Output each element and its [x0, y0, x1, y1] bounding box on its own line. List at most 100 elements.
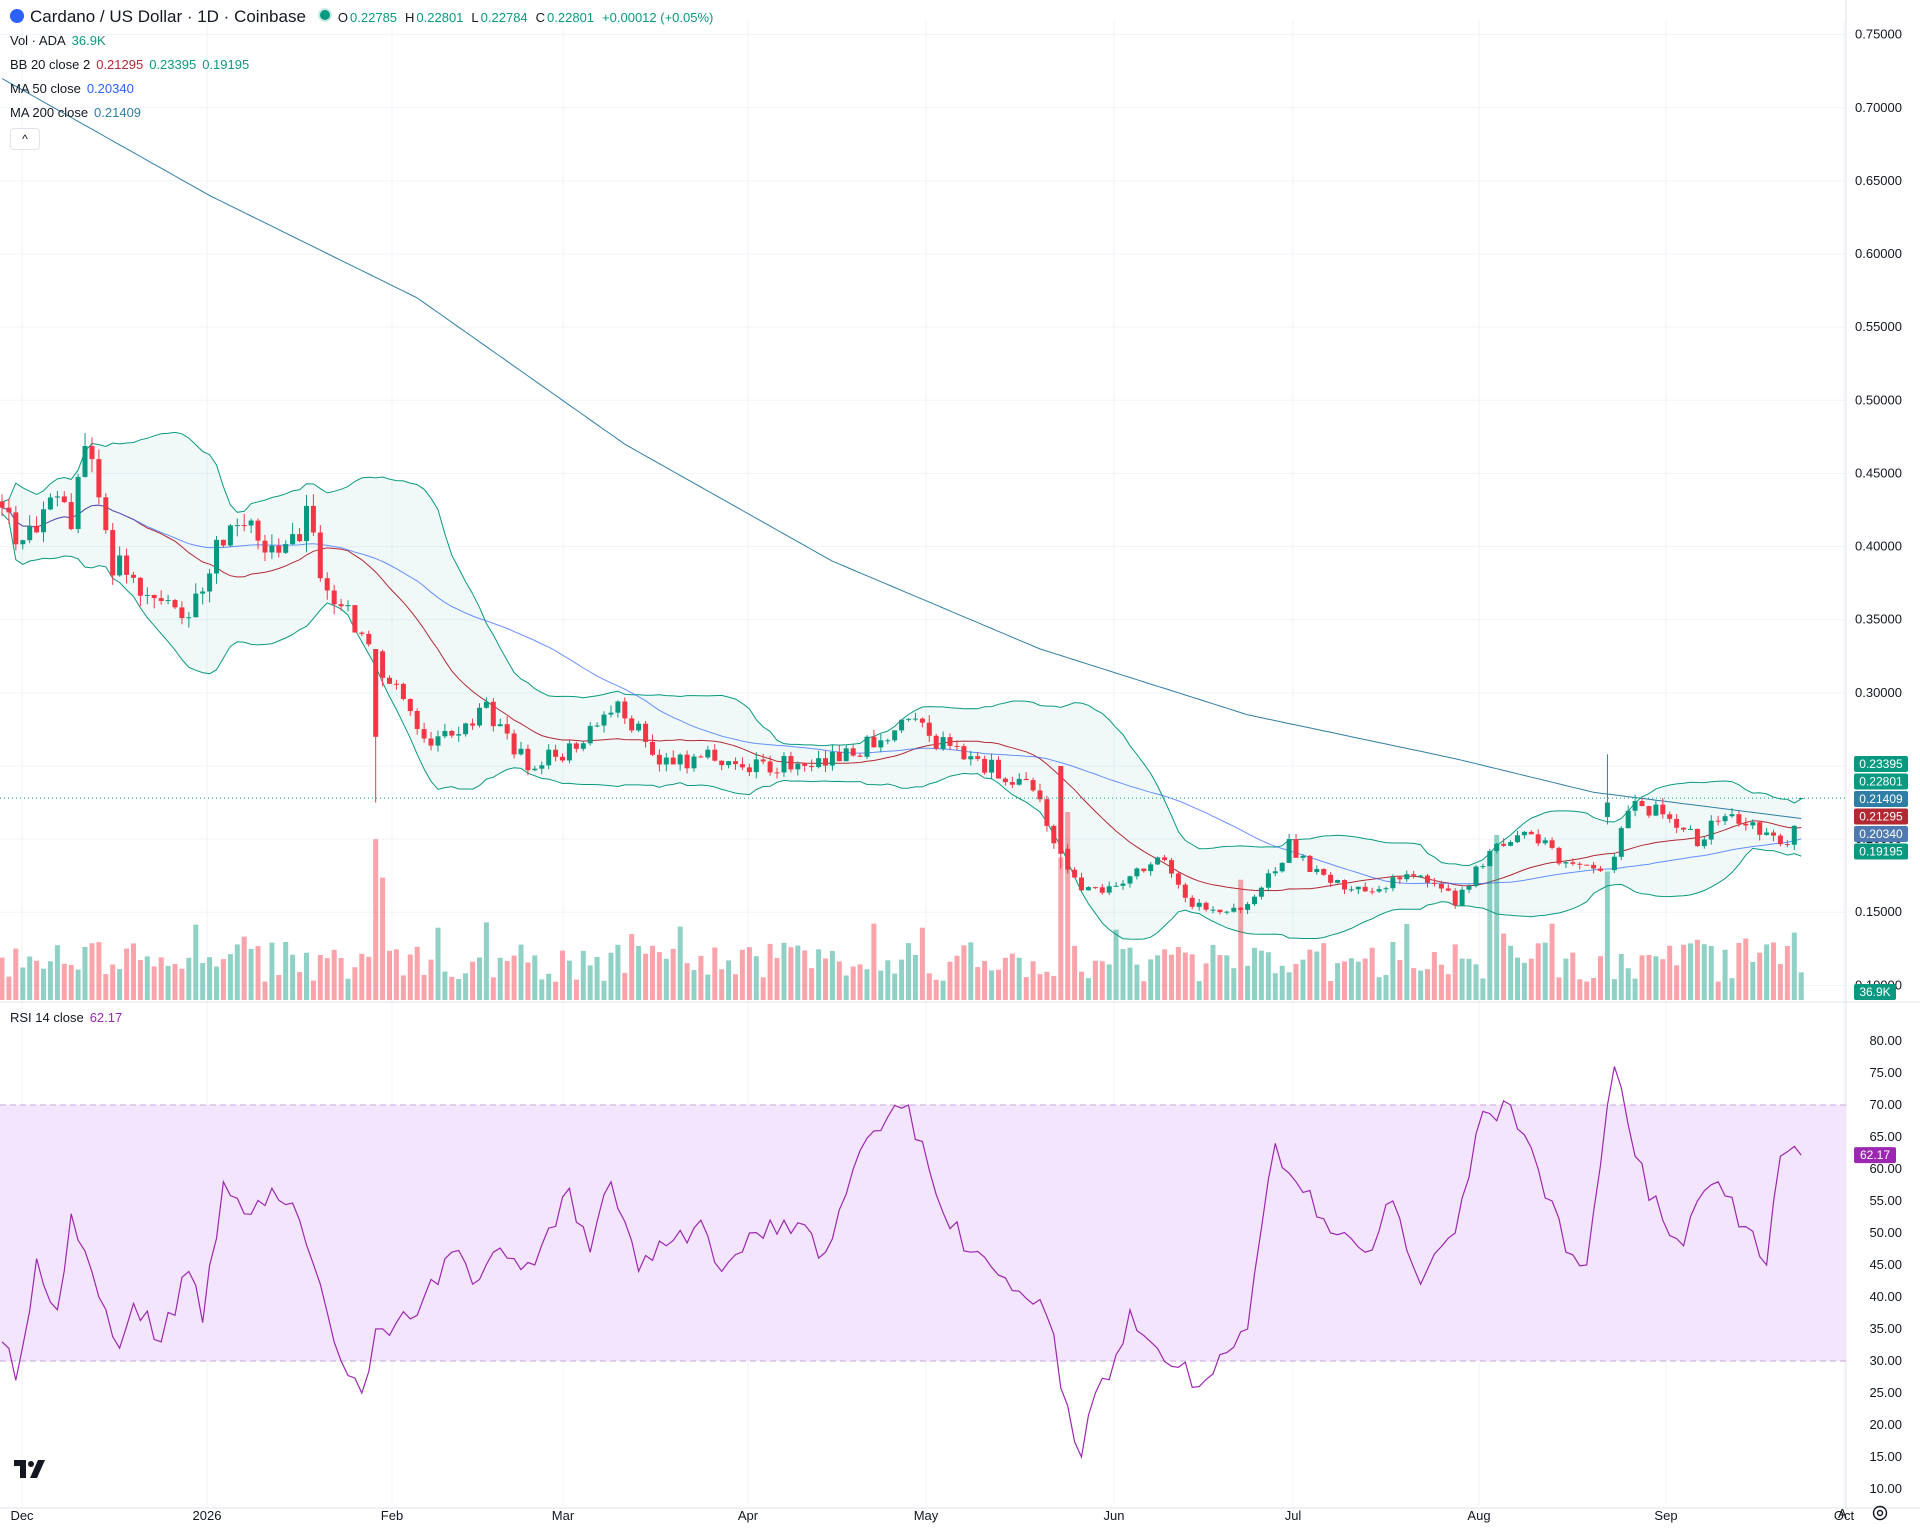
volume-bar — [553, 981, 559, 1000]
volume-bar — [878, 970, 884, 1000]
candle-body — [1771, 832, 1776, 836]
candle-body — [1065, 848, 1071, 870]
candle-body — [802, 763, 808, 766]
candle-body — [698, 756, 704, 758]
volume-bar — [1480, 978, 1486, 1000]
volume-bar — [1584, 981, 1590, 1000]
volume-bar — [6, 976, 12, 1000]
rsi-line — [1, 1066, 1802, 1460]
rsi-legend[interactable]: RSI 14 close 62.17 — [10, 1010, 128, 1026]
auto-scale-button[interactable]: A — [1838, 1506, 1847, 1521]
volume-bar — [539, 979, 545, 1000]
rsi-tick-label: 70.00 — [1869, 1097, 1902, 1112]
candle-body — [463, 723, 469, 735]
rsi-tick-label: 40.00 — [1869, 1289, 1902, 1304]
candle-body — [947, 737, 953, 746]
volume-bar — [940, 980, 946, 1000]
candle-body — [1328, 874, 1334, 883]
volume-bar — [850, 966, 856, 1000]
market-status-icon[interactable] — [317, 8, 332, 22]
candle-body — [1556, 847, 1562, 864]
candle-body — [89, 446, 95, 460]
time-tick-label: May — [914, 1508, 939, 1523]
volume-bar — [1362, 958, 1368, 1000]
volume-bar — [393, 949, 399, 1000]
gear-icon[interactable] — [1870, 1503, 1890, 1523]
candle-body — [283, 544, 289, 553]
candle-body — [1729, 814, 1735, 817]
ma50-price-label — [1854, 826, 1908, 842]
volume-bar — [1508, 945, 1514, 1000]
candle-body — [580, 743, 586, 749]
candle-body — [767, 761, 773, 773]
candle-body — [172, 600, 178, 608]
volume-bar — [982, 960, 988, 1000]
volume-bar — [477, 957, 482, 1000]
volume-bar — [989, 970, 995, 1000]
volume-bar — [75, 969, 81, 1000]
candle-body — [179, 607, 185, 619]
volume-bar — [1639, 955, 1645, 1000]
volume-bar — [400, 975, 406, 1000]
candle-body — [899, 719, 905, 731]
candle-body — [1252, 896, 1257, 905]
candle-body — [1667, 814, 1673, 819]
volume-bar — [241, 936, 247, 1000]
price-tick-label: 0.45000 — [1855, 465, 1902, 480]
candle-body — [1743, 823, 1749, 826]
candle-body — [331, 590, 337, 605]
candle-body — [871, 736, 877, 748]
volume-bar — [1348, 958, 1354, 1000]
price-tick-label: 0.35000 — [1855, 612, 1902, 627]
volume-bar — [1058, 857, 1064, 1000]
candle-body — [310, 505, 316, 533]
candle-body — [546, 749, 552, 766]
candle-body — [96, 459, 102, 498]
candle-body — [926, 722, 932, 736]
volume-bar — [1065, 812, 1071, 1000]
candle-body — [352, 605, 358, 633]
volume-bars — [0, 812, 1804, 1000]
volume-bar — [165, 965, 171, 1000]
volume-bar — [650, 945, 655, 1000]
volume-bar — [1258, 950, 1264, 1000]
candle-body — [1577, 863, 1583, 865]
candle-body — [373, 649, 379, 737]
volume-bar — [1701, 944, 1707, 1000]
volume-bar — [1694, 939, 1700, 1000]
candle-body — [1508, 842, 1514, 846]
collapse-legend-button[interactable]: ^ — [10, 128, 40, 150]
candle-body — [1037, 790, 1043, 800]
ma200-legend[interactable]: MA 200 close 0.21409 — [10, 105, 147, 121]
volume-bar — [1085, 978, 1091, 1000]
tradingview-logo-icon[interactable] — [12, 1456, 48, 1482]
candle-body — [75, 476, 81, 529]
candle-body — [670, 757, 676, 765]
volume-bar — [463, 973, 469, 1000]
bb-legend[interactable]: BB 20 close 2 0.21295 0.23395 0.19195 — [10, 57, 255, 73]
volume-bar — [193, 924, 199, 1000]
price-tick-label: 0.70000 — [1855, 100, 1902, 115]
candle-body — [1466, 886, 1472, 890]
volume-bar — [442, 971, 448, 1000]
volume-bar — [1750, 961, 1756, 1000]
volume-bar — [1791, 932, 1797, 1000]
candle-body — [359, 632, 365, 634]
volume-bar — [435, 927, 441, 1000]
candle-body — [317, 532, 323, 579]
candle-body — [290, 534, 296, 545]
candle-body — [1570, 862, 1576, 864]
volume-bar — [47, 961, 53, 1000]
volume-legend[interactable]: Vol · ADA 36.9K — [10, 33, 112, 49]
volume-bar — [1279, 965, 1285, 1000]
price-label-text: 0.21409 — [1859, 792, 1903, 806]
volume-bar — [809, 968, 815, 1000]
ma50-legend[interactable]: MA 50 close 0.20340 — [10, 81, 140, 97]
volume-bar — [622, 972, 628, 1000]
volume-bar — [34, 960, 40, 1000]
candle-body — [1376, 889, 1382, 892]
volume-bar — [511, 955, 517, 1000]
volume-bar — [566, 960, 572, 1000]
